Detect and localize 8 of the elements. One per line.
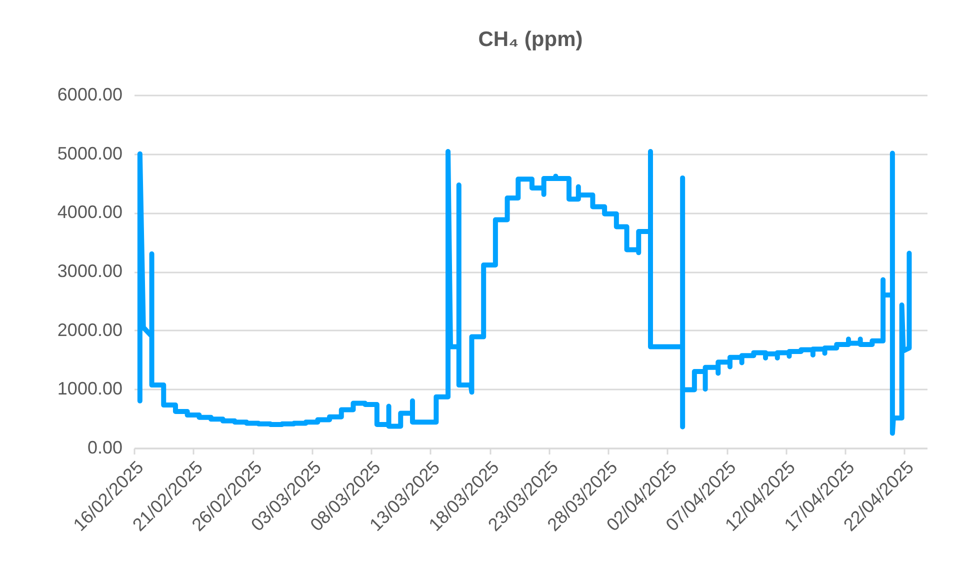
y-tick-label: 0.00	[87, 438, 122, 458]
y-tick-label: 6000.00	[57, 84, 122, 104]
y-tick-label: 5000.00	[57, 143, 122, 164]
y-tick-label: 2000.00	[57, 320, 122, 340]
y-tick-label: 3000.00	[57, 261, 122, 281]
y-tick-label: 1000.00	[57, 378, 122, 399]
y-tick-label: 4000.00	[57, 202, 122, 222]
chart-title: CH₄ (ppm)	[478, 28, 583, 51]
